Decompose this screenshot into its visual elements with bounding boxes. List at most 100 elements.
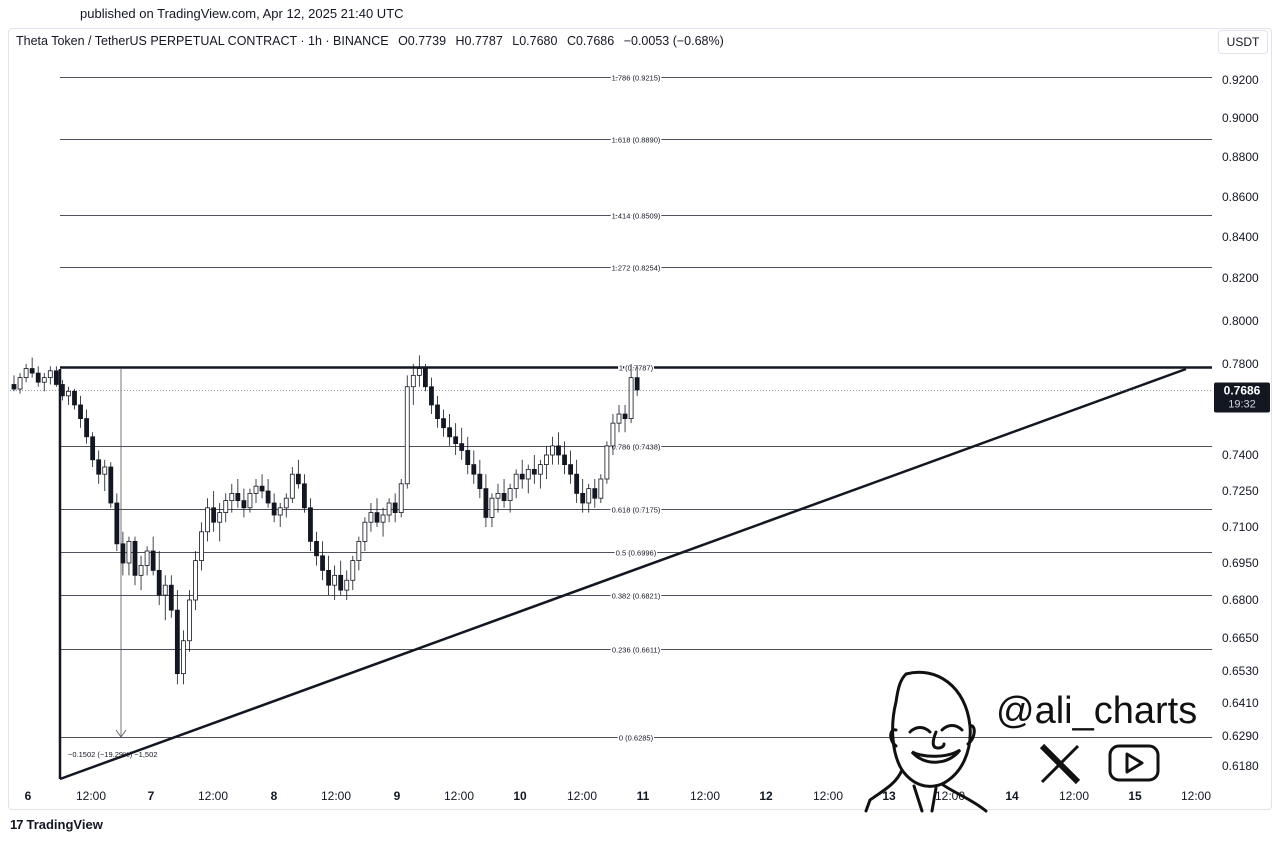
candle[interactable] bbox=[537, 459, 543, 489]
candle[interactable] bbox=[483, 474, 489, 527]
candle[interactable] bbox=[29, 357, 35, 378]
candle[interactable] bbox=[501, 479, 507, 508]
candle[interactable] bbox=[144, 546, 150, 576]
candle[interactable] bbox=[332, 565, 338, 600]
candle[interactable] bbox=[23, 364, 29, 383]
candle[interactable] bbox=[271, 493, 277, 523]
candle[interactable] bbox=[53, 366, 59, 387]
candle[interactable] bbox=[193, 551, 198, 611]
candle[interactable] bbox=[180, 630, 186, 685]
candle[interactable] bbox=[301, 474, 307, 513]
candle[interactable] bbox=[265, 479, 271, 508]
candle[interactable] bbox=[102, 459, 108, 491]
candle[interactable] bbox=[241, 488, 247, 518]
candle[interactable] bbox=[477, 459, 483, 499]
candle[interactable] bbox=[289, 467, 295, 503]
candle[interactable] bbox=[314, 531, 319, 566]
candle[interactable] bbox=[308, 498, 313, 551]
candle[interactable] bbox=[471, 450, 477, 484]
candle[interactable] bbox=[556, 432, 561, 465]
candle[interactable] bbox=[90, 432, 96, 467]
candle[interactable] bbox=[562, 441, 567, 475]
candle[interactable] bbox=[247, 488, 253, 513]
candle[interactable] bbox=[416, 355, 422, 387]
candle[interactable] bbox=[41, 373, 47, 392]
candle[interactable] bbox=[205, 498, 211, 542]
candle[interactable] bbox=[326, 555, 332, 596]
candle[interactable] bbox=[168, 575, 174, 618]
candle[interactable] bbox=[392, 493, 398, 523]
candle[interactable] bbox=[350, 555, 356, 591]
candle[interactable] bbox=[96, 450, 102, 484]
candle[interactable] bbox=[138, 555, 144, 591]
candle[interactable] bbox=[11, 375, 17, 392]
candle[interactable] bbox=[531, 455, 537, 484]
candle[interactable] bbox=[410, 364, 416, 405]
candle[interactable] bbox=[120, 531, 126, 576]
chart-pane[interactable] bbox=[8, 28, 1272, 810]
candle[interactable] bbox=[628, 364, 634, 424]
candle[interactable] bbox=[132, 536, 138, 586]
candle[interactable] bbox=[374, 498, 380, 527]
candle[interactable] bbox=[507, 483, 513, 513]
candle[interactable] bbox=[404, 375, 410, 489]
candle[interactable] bbox=[544, 445, 549, 479]
candle[interactable] bbox=[519, 459, 525, 489]
candle[interactable] bbox=[525, 464, 531, 494]
candle[interactable] bbox=[447, 414, 453, 446]
candle[interactable] bbox=[513, 469, 519, 499]
candle[interactable] bbox=[441, 409, 446, 437]
candle[interactable] bbox=[320, 541, 325, 581]
candle[interactable] bbox=[616, 404, 622, 433]
candle[interactable] bbox=[156, 551, 162, 606]
candle[interactable] bbox=[604, 441, 610, 484]
candle[interactable] bbox=[78, 395, 83, 428]
candle[interactable] bbox=[199, 522, 204, 571]
candle[interactable] bbox=[17, 373, 23, 394]
candle[interactable] bbox=[398, 479, 404, 518]
candle[interactable] bbox=[622, 404, 628, 433]
candle[interactable] bbox=[422, 364, 428, 392]
candle[interactable] bbox=[35, 366, 41, 387]
candle[interactable] bbox=[568, 450, 573, 484]
candle[interactable] bbox=[60, 379, 65, 401]
candle[interactable] bbox=[187, 590, 192, 652]
candle[interactable] bbox=[356, 536, 362, 571]
candle[interactable] bbox=[429, 377, 434, 415]
candle[interactable] bbox=[386, 498, 392, 523]
candle[interactable] bbox=[465, 436, 471, 475]
candle[interactable] bbox=[114, 493, 120, 551]
candle[interactable] bbox=[368, 503, 374, 532]
candle[interactable] bbox=[211, 491, 217, 532]
candle[interactable] bbox=[459, 427, 465, 460]
candle[interactable] bbox=[380, 507, 386, 537]
candle[interactable] bbox=[259, 474, 265, 499]
candle[interactable] bbox=[574, 459, 580, 503]
candle[interactable] bbox=[453, 423, 459, 455]
candle[interactable] bbox=[362, 517, 368, 551]
candle[interactable] bbox=[592, 479, 598, 508]
candle[interactable] bbox=[277, 503, 283, 527]
candle[interactable] bbox=[495, 483, 501, 513]
candle[interactable] bbox=[580, 479, 586, 513]
candle[interactable] bbox=[174, 590, 180, 685]
candle[interactable] bbox=[253, 479, 259, 503]
candle[interactable] bbox=[610, 414, 616, 455]
candle[interactable] bbox=[634, 366, 640, 396]
candle[interactable] bbox=[84, 409, 89, 444]
candle[interactable] bbox=[295, 459, 301, 489]
candle[interactable] bbox=[598, 474, 604, 503]
candle[interactable] bbox=[47, 366, 53, 385]
candle[interactable] bbox=[126, 536, 132, 576]
candle[interactable] bbox=[344, 570, 350, 600]
candle[interactable] bbox=[586, 483, 592, 513]
symbol-title[interactable]: Theta Token / TetherUS PERPETUAL CONTRAC… bbox=[16, 34, 389, 48]
candle[interactable] bbox=[235, 479, 241, 508]
currency-button[interactable]: USDT bbox=[1218, 30, 1268, 54]
candle[interactable] bbox=[162, 575, 168, 621]
candle[interactable] bbox=[283, 493, 289, 518]
candle[interactable] bbox=[72, 389, 77, 410]
candle[interactable] bbox=[217, 503, 223, 542]
candle[interactable] bbox=[66, 386, 71, 405]
candle[interactable] bbox=[150, 536, 156, 576]
